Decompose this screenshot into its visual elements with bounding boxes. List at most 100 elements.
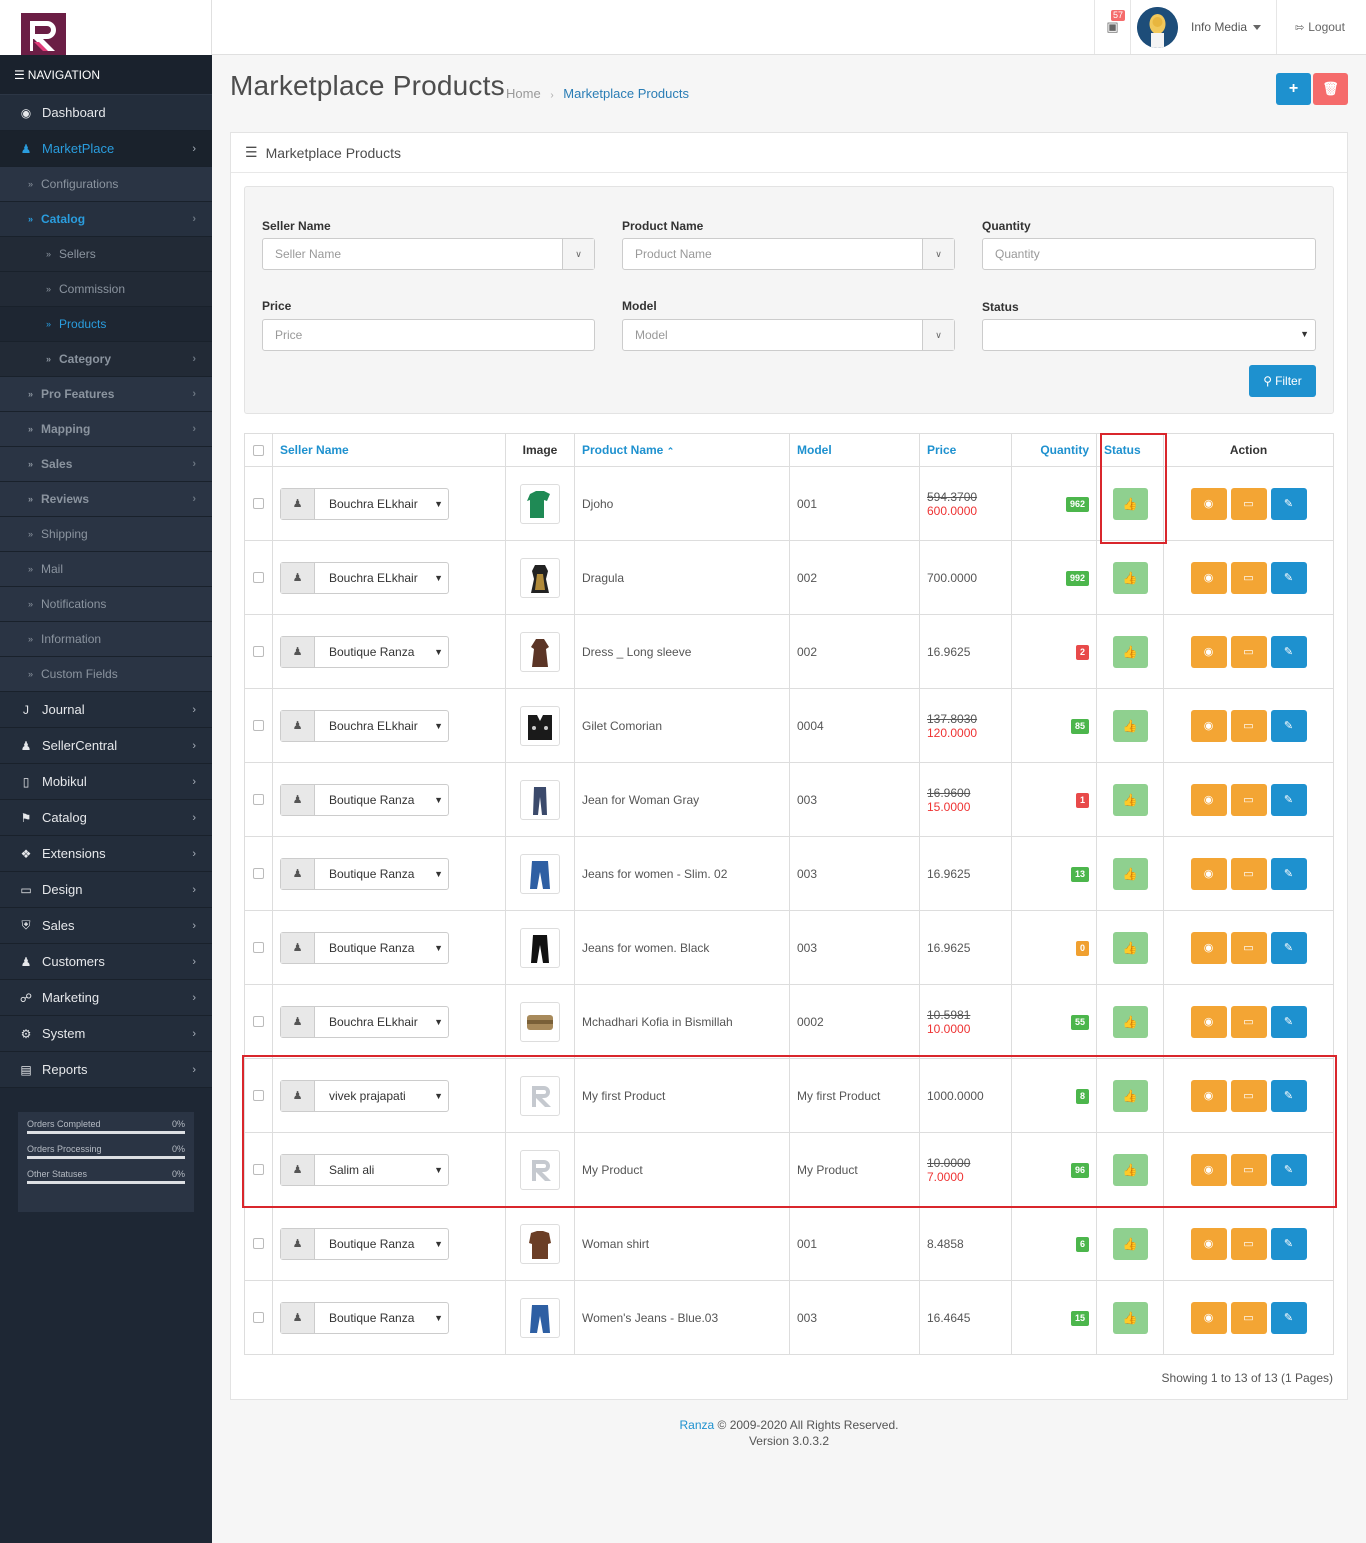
sidebar-item-commission[interactable]: » Commission bbox=[0, 272, 212, 307]
product-thumbnail[interactable] bbox=[520, 705, 560, 746]
row-checkbox[interactable] bbox=[253, 572, 264, 583]
view-button[interactable]: ◉ bbox=[1190, 1079, 1227, 1112]
view-button[interactable]: ◉ bbox=[1190, 931, 1227, 964]
status-toggle-button[interactable]: 👍 bbox=[1112, 1301, 1148, 1334]
view-button[interactable]: ◉ bbox=[1190, 857, 1227, 890]
product-thumbnail[interactable] bbox=[520, 1001, 560, 1042]
row-checkbox[interactable] bbox=[253, 498, 264, 509]
nav-title[interactable]: ☰ NAVIGATION bbox=[0, 55, 212, 95]
col-model[interactable]: Model bbox=[789, 433, 920, 467]
sidebar-item-extensions[interactable]: ❖ Extensions › bbox=[0, 836, 212, 872]
view-button[interactable]: ◉ bbox=[1190, 1301, 1227, 1334]
seller-select[interactable]: ♟ Bouchra ELkhair ▼ bbox=[280, 1005, 449, 1038]
edit-button[interactable]: ✎ bbox=[1270, 487, 1307, 520]
status-toggle-button[interactable]: 👍 bbox=[1112, 931, 1148, 964]
sidebar-item-mobikul[interactable]: ▯ Mobikul › bbox=[0, 764, 212, 800]
chevron-down-icon[interactable]: ∨ bbox=[562, 239, 594, 269]
preview-button[interactable]: ▭ bbox=[1230, 783, 1267, 816]
price-input[interactable]: Price bbox=[262, 319, 595, 351]
sidebar-item-sellers[interactable]: » Sellers bbox=[0, 237, 212, 272]
preview-button[interactable]: ▭ bbox=[1230, 709, 1267, 742]
sidebar-item-design[interactable]: ▭ Design › bbox=[0, 872, 212, 908]
sidebar-item-mail[interactable]: » Mail bbox=[0, 552, 212, 587]
seller-select[interactable]: ♟ Boutique Ranza ▼ bbox=[280, 783, 449, 816]
preview-button[interactable]: ▭ bbox=[1230, 1227, 1267, 1260]
logout-link[interactable]: ⇰ Logout bbox=[1276, 0, 1366, 54]
product-thumbnail[interactable] bbox=[520, 483, 560, 524]
seller-select[interactable]: ♟ Salim ali ▼ bbox=[280, 1153, 449, 1186]
status-toggle-button[interactable]: 👍 bbox=[1112, 487, 1148, 520]
product-thumbnail[interactable] bbox=[520, 853, 560, 894]
seller-select[interactable]: ♟ Bouchra ELkhair ▼ bbox=[280, 487, 449, 520]
sidebar-item-configurations[interactable]: » Configurations bbox=[0, 167, 212, 202]
sort-product-link[interactable]: Product Name bbox=[582, 443, 664, 457]
edit-button[interactable]: ✎ bbox=[1270, 1079, 1307, 1112]
seller-select[interactable]: ♟ Boutique Ranza ▼ bbox=[280, 931, 449, 964]
edit-button[interactable]: ✎ bbox=[1270, 1227, 1307, 1260]
ranza-logo[interactable] bbox=[21, 13, 66, 55]
edit-button[interactable]: ✎ bbox=[1270, 783, 1307, 816]
product-name-input[interactable]: Product Name ∨ bbox=[622, 238, 955, 270]
sort-seller-link[interactable]: Seller Name bbox=[280, 443, 349, 457]
sidebar-item-dashboard[interactable]: ◉ Dashboard bbox=[0, 95, 212, 131]
col-price[interactable]: Price bbox=[919, 433, 1012, 467]
sidebar-item-catalog[interactable]: » Catalog › bbox=[0, 202, 212, 237]
product-thumbnail[interactable] bbox=[520, 1223, 560, 1264]
view-button[interactable]: ◉ bbox=[1190, 487, 1227, 520]
product-thumbnail[interactable] bbox=[520, 779, 560, 820]
edit-button[interactable]: ✎ bbox=[1270, 1153, 1307, 1186]
row-checkbox[interactable] bbox=[253, 646, 264, 657]
status-toggle-button[interactable]: 👍 bbox=[1112, 783, 1148, 816]
view-button[interactable]: ◉ bbox=[1190, 709, 1227, 742]
sidebar-item-journal[interactable]: J Journal › bbox=[0, 692, 212, 728]
row-checkbox[interactable] bbox=[253, 794, 264, 805]
seller-select[interactable]: ♟ vivek prajapati ▼ bbox=[280, 1079, 449, 1112]
sort-status-link[interactable]: Status bbox=[1104, 443, 1141, 457]
preview-button[interactable]: ▭ bbox=[1230, 1079, 1267, 1112]
sidebar-item-marketplace[interactable]: ♟ MarketPlace › bbox=[0, 131, 212, 167]
status-toggle-button[interactable]: 👍 bbox=[1112, 1153, 1148, 1186]
edit-button[interactable]: ✎ bbox=[1270, 561, 1307, 594]
sidebar-item-notifications[interactable]: » Notifications bbox=[0, 587, 212, 622]
preview-button[interactable]: ▭ bbox=[1230, 1005, 1267, 1038]
sidebar-item-reports[interactable]: ▤ Reports › bbox=[0, 1052, 212, 1088]
sort-quantity-link[interactable]: Quantity bbox=[1040, 443, 1089, 457]
col-product-name[interactable]: Product Name ⌃ bbox=[574, 433, 790, 467]
footer-brand-link[interactable]: Ranza bbox=[679, 1418, 715, 1432]
status-toggle-button[interactable]: 👍 bbox=[1112, 635, 1148, 668]
sidebar-item-pro-features[interactable]: » Pro Features › bbox=[0, 377, 212, 412]
row-checkbox[interactable] bbox=[253, 1312, 264, 1323]
edit-button[interactable]: ✎ bbox=[1270, 1301, 1307, 1334]
user-menu[interactable]: Info Media bbox=[1130, 0, 1276, 54]
notification-bell[interactable]: ▣ 57 bbox=[1094, 0, 1130, 54]
view-button[interactable]: ◉ bbox=[1190, 635, 1227, 668]
delete-button[interactable]: 🗑 bbox=[1313, 73, 1348, 105]
sidebar-item-sales[interactable]: ⛨ Sales › bbox=[0, 908, 212, 944]
view-button[interactable]: ◉ bbox=[1190, 1227, 1227, 1260]
status-toggle-button[interactable]: 👍 bbox=[1112, 1227, 1148, 1260]
status-select[interactable]: ▼ bbox=[982, 319, 1316, 351]
add-button[interactable]: + bbox=[1276, 73, 1311, 105]
preview-button[interactable]: ▭ bbox=[1230, 931, 1267, 964]
preview-button[interactable]: ▭ bbox=[1230, 857, 1267, 890]
row-checkbox[interactable] bbox=[253, 1016, 264, 1027]
quantity-input[interactable]: Quantity bbox=[982, 238, 1316, 270]
sidebar-item-category[interactable]: » Category › bbox=[0, 342, 212, 377]
sidebar-item-customers[interactable]: ♟ Customers › bbox=[0, 944, 212, 980]
sidebar-item-catalog[interactable]: ⚑ Catalog › bbox=[0, 800, 212, 836]
preview-button[interactable]: ▭ bbox=[1230, 1153, 1267, 1186]
product-thumbnail[interactable] bbox=[520, 1075, 560, 1116]
status-toggle-button[interactable]: 👍 bbox=[1112, 857, 1148, 890]
sidebar-item-system[interactable]: ⚙ System › bbox=[0, 1016, 212, 1052]
sidebar-item-marketing[interactable]: ☍ Marketing › bbox=[0, 980, 212, 1016]
status-toggle-button[interactable]: 👍 bbox=[1112, 1005, 1148, 1038]
sidebar-item-products[interactable]: » Products bbox=[0, 307, 212, 342]
seller-select[interactable]: ♟ Boutique Ranza ▼ bbox=[280, 857, 449, 890]
seller-select[interactable]: ♟ Boutique Ranza ▼ bbox=[280, 1301, 449, 1334]
edit-button[interactable]: ✎ bbox=[1270, 857, 1307, 890]
seller-select[interactable]: ♟ Boutique Ranza ▼ bbox=[280, 635, 449, 668]
sort-price-link[interactable]: Price bbox=[927, 443, 957, 457]
sidebar-item-information[interactable]: » Information bbox=[0, 622, 212, 657]
view-button[interactable]: ◉ bbox=[1190, 561, 1227, 594]
model-input[interactable]: Model ∨ bbox=[622, 319, 955, 351]
